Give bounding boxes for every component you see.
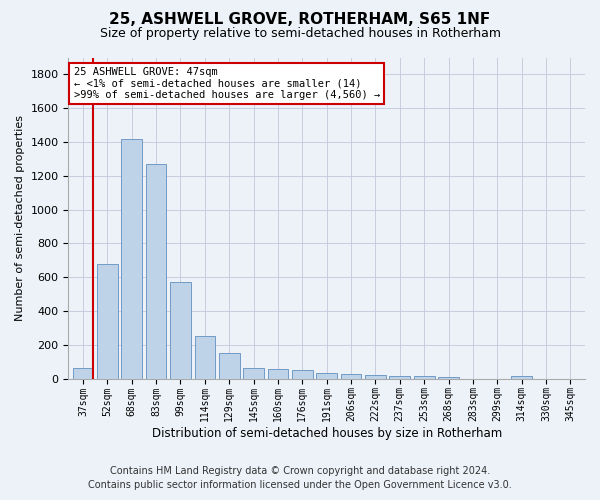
Bar (268, 369, 289, 378)
Bar (219, 353, 239, 378)
Bar (243, 368, 264, 378)
Bar (389, 376, 410, 378)
Bar (97, 264, 118, 378)
Bar (170, 282, 191, 378)
Bar (414, 376, 434, 378)
Text: Contains HM Land Registry data © Crown copyright and database right 2024.
Contai: Contains HM Land Registry data © Crown c… (88, 466, 512, 490)
Bar (365, 375, 386, 378)
Bar (146, 164, 166, 378)
Bar (511, 376, 532, 378)
Bar (316, 374, 337, 378)
Bar (292, 370, 313, 378)
Bar (341, 374, 361, 378)
Text: 25, ASHWELL GROVE, ROTHERHAM, S65 1NF: 25, ASHWELL GROVE, ROTHERHAM, S65 1NF (109, 12, 491, 28)
Bar (194, 336, 215, 378)
Bar (73, 368, 94, 378)
Text: 25 ASHWELL GROVE: 47sqm
← <1% of semi-detached houses are smaller (14)
>99% of s: 25 ASHWELL GROVE: 47sqm ← <1% of semi-de… (74, 67, 380, 100)
Y-axis label: Number of semi-detached properties: Number of semi-detached properties (15, 115, 25, 321)
Bar (438, 377, 459, 378)
X-axis label: Distribution of semi-detached houses by size in Rotherham: Distribution of semi-detached houses by … (152, 427, 502, 440)
Bar (121, 138, 142, 378)
Text: Size of property relative to semi-detached houses in Rotherham: Size of property relative to semi-detach… (100, 28, 500, 40)
